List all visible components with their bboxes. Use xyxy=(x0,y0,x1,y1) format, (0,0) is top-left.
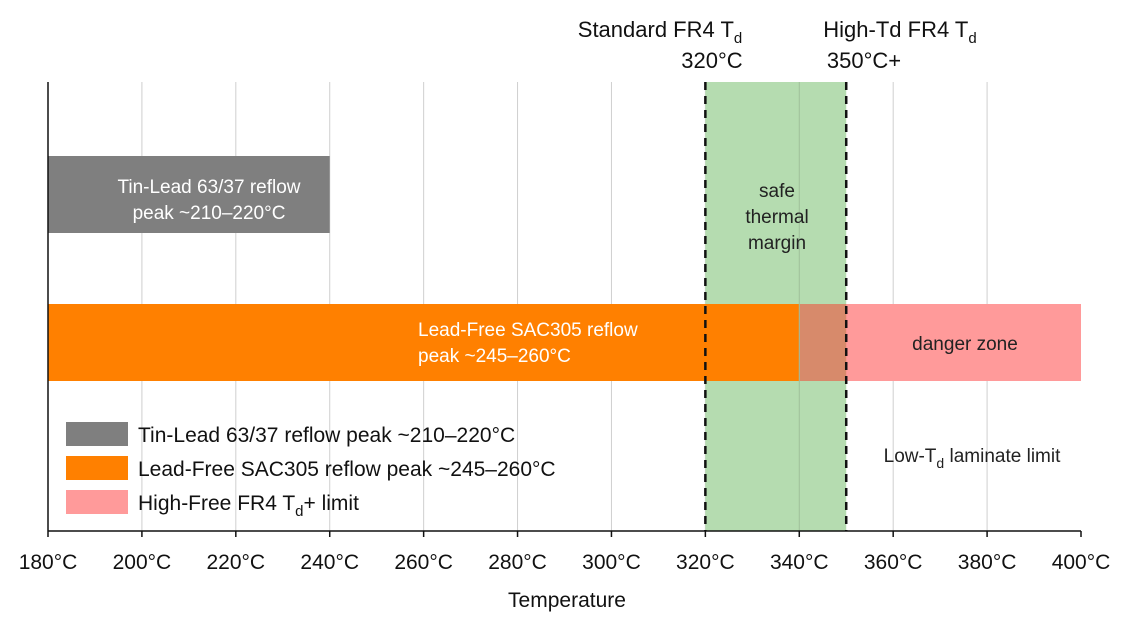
x-tick-label-3: 240°C xyxy=(300,551,359,574)
legend-swatch-leadfree xyxy=(66,456,128,480)
x-tick-label-6: 300°C xyxy=(582,551,641,574)
bar-label-leadfree-line1: Lead-Free SAC305 reflow xyxy=(418,320,638,341)
x-tick-label-7: 320°C xyxy=(676,551,735,574)
low-td-annotation: Low-Td laminate limit xyxy=(884,446,1061,471)
x-tick-label-0: 180°C xyxy=(19,551,78,574)
bar-label-leadfree-line2: peak ~245–260°C xyxy=(418,346,571,367)
bar-label-tinlead-line2: peak ~210–220°C xyxy=(133,203,286,224)
x-tick-label-9: 360°C xyxy=(864,551,923,574)
x-tick-label-2: 220°C xyxy=(207,551,266,574)
x-tick-label-10: 380°C xyxy=(958,551,1017,574)
safe-margin-label-2: thermal xyxy=(745,207,808,228)
ref-label-standard: Standard FR4 Td xyxy=(578,17,742,47)
x-tick-label-4: 260°C xyxy=(394,551,453,574)
range-bar-0 xyxy=(48,156,330,233)
x-axis-title: Temperature xyxy=(508,589,626,612)
bar-label-tinlead-line1: Tin-Lead 63/37 reflow xyxy=(117,177,300,198)
legend-text-tinlead: Tin-Lead 63/37 reflow peak ~210–220°C xyxy=(138,424,515,447)
x-tick-label-11: 400°C xyxy=(1052,551,1111,574)
x-tick-label-8: 340°C xyxy=(770,551,829,574)
x-tick-label-1: 200°C xyxy=(113,551,172,574)
x-tick-label-5: 280°C xyxy=(488,551,547,574)
ref-value-hightd: 350°C+ xyxy=(827,48,901,73)
legend-text-limit: High-Free FR4 Td+ limit xyxy=(138,492,359,520)
danger-zone-label: danger zone xyxy=(912,334,1018,355)
safe-margin-label-3: margin xyxy=(748,233,806,254)
range-bar-1 xyxy=(48,304,800,381)
safe-margin-label-1: safe xyxy=(759,181,795,202)
overlap-region xyxy=(799,304,847,381)
legend-swatch-tinlead xyxy=(66,422,128,446)
ref-label-hightd: High-Td FR4 Td xyxy=(823,17,976,47)
ref-value-standard: 320°C xyxy=(681,48,743,73)
legend-text-leadfree: Lead-Free SAC305 reflow peak ~245–260°C xyxy=(138,458,556,481)
legend-swatch-limit xyxy=(66,490,128,514)
